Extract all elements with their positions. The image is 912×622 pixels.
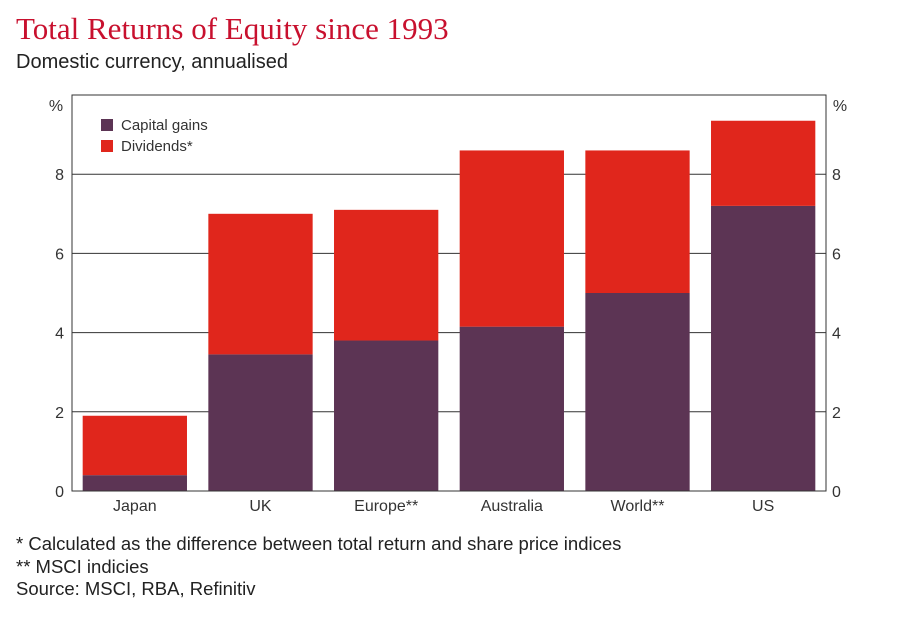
bar-capital-gains-world [585,293,690,491]
bar-dividends-uk [208,213,313,355]
footnotes: * Calculated as the difference between t… [16,533,621,601]
x-tick-label-uk: UK [249,498,272,515]
legend-swatch-dividends [101,140,113,152]
bar-dividends-world [585,150,690,293]
x-tick-label-japan: Japan [113,498,157,515]
x-tick-label-australia: Australia [481,498,543,515]
bar-capital-gains-us [711,205,816,491]
legend-label-dividends: Dividends* [121,138,193,155]
bar-capital-gains-uk [208,354,313,491]
x-tick-label-europe: Europe** [354,498,418,515]
chart-subtitle: Domestic currency, annualised [16,51,288,73]
y-tick-label-left-4: 4 [55,326,64,343]
bar-dividends-us [711,120,816,206]
y-tick-label-right-6: 6 [832,246,841,263]
legend-label-capital-gains: Capital gains [121,117,208,134]
y-tick-label-right-2: 2 [832,405,841,422]
y-tick-label-right-8: 8 [832,167,841,184]
legend-swatch-capital-gains [101,119,113,131]
y-tick-label-left-0: 0 [55,484,64,501]
y-tick-label-left-6: 6 [55,246,64,263]
y-axis-unit-right: % [833,98,847,115]
bar-capital-gains-europe [334,340,439,491]
chart-title: Total Returns of Equity since 1993 [16,11,449,46]
y-tick-label-right-0: 0 [832,484,841,501]
y-axis-unit-left: % [49,98,63,115]
footnote-msci: ** MSCI indicies [16,555,149,577]
bar-dividends-japan [82,415,187,476]
bar-capital-gains-japan [82,475,187,491]
y-tick-label-left-2: 2 [55,405,64,422]
bar-dividends-europe [334,209,439,341]
bar-capital-gains-australia [459,326,564,491]
y-tick-label-left-8: 8 [55,167,64,184]
x-tick-label-world: World** [611,498,665,515]
bar-dividends-australia [459,150,564,327]
footnote-dividends: * Calculated as the difference between t… [16,533,622,554]
y-tick-label-right-4: 4 [832,326,841,343]
plot-frame [71,94,827,492]
x-tick-label-us: US [752,498,774,515]
source-note: Source: MSCI, RBA, Refinitiv [16,578,256,599]
